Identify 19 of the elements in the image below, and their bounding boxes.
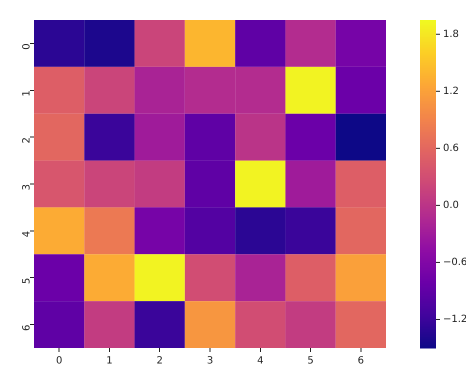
x-tick-label: 1 xyxy=(106,356,113,367)
color-bar-label: 1.2 xyxy=(443,86,459,97)
color-bar-label: −1.2 xyxy=(443,314,468,326)
x-tick-label: 4 xyxy=(257,356,264,367)
x-tick-label: 0 xyxy=(56,356,62,367)
x-tick-label: 6 xyxy=(358,356,364,367)
y-tick-label: 3 xyxy=(22,184,33,190)
y-tick-label: 6 xyxy=(22,324,33,331)
y-tick-label: 5 xyxy=(22,278,33,284)
y-tick-label: 1 xyxy=(22,90,33,97)
color-bar-label: 0.0 xyxy=(443,200,459,211)
x-tick-label: 2 xyxy=(156,356,163,367)
color-bar-label: 1.8 xyxy=(443,28,459,40)
y-tick-label: 4 xyxy=(22,230,33,238)
color-bar-label: 0.6 xyxy=(443,142,459,154)
y-tick-label: 0 xyxy=(22,43,33,50)
y-tick-label: 2 xyxy=(22,137,33,144)
x-tick-label: 3 xyxy=(206,356,214,367)
x-tick-label: 5 xyxy=(307,356,314,367)
